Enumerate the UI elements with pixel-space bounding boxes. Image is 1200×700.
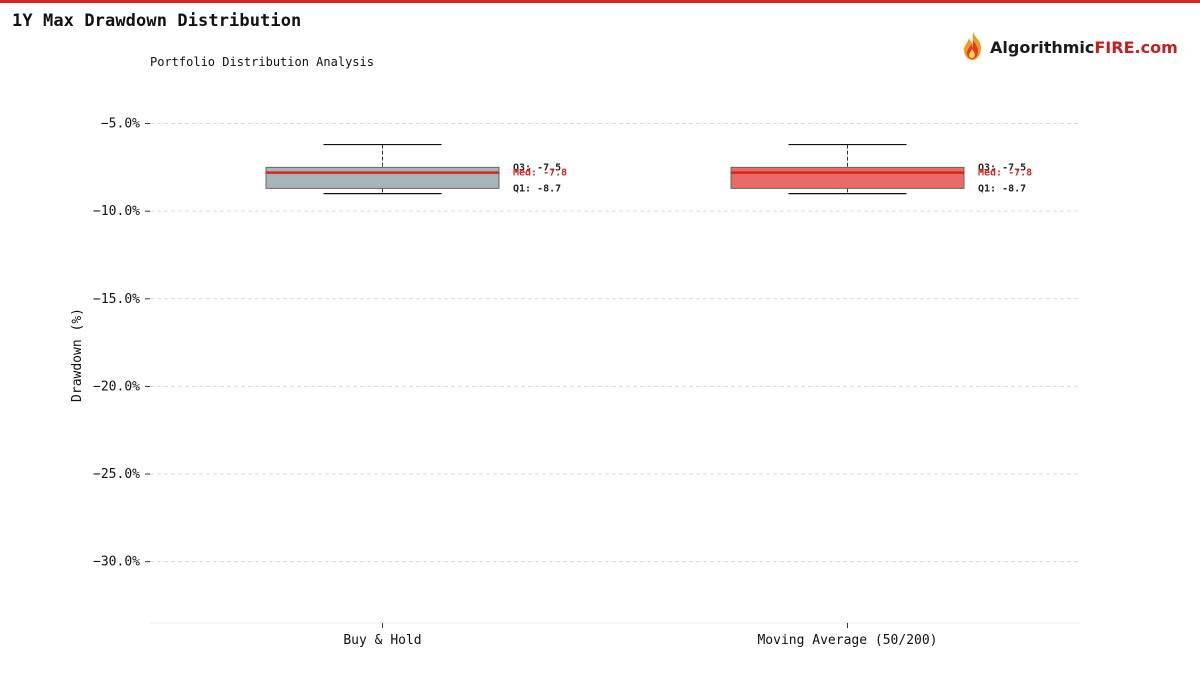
- iqr-box: [265, 166, 500, 189]
- y-tick-label: −25.0%: [93, 467, 140, 482]
- axes: −5.0% −10.0% −15.0% −20.0% −25.0% −30.0% Buy &…: [93, 117, 1080, 648]
- y-axis-label: Drawdown (%): [70, 308, 85, 402]
- y-tick-label: −20.0%: [93, 379, 140, 394]
- q1-label: Q1: -8.7: [513, 183, 561, 194]
- y-tick-label: −5.0%: [101, 117, 140, 132]
- y-tick-label: −30.0%: [93, 555, 140, 570]
- q3-label: Q3: -7.5: [513, 162, 561, 173]
- x-tick-label: Moving Average (50/200): [757, 633, 937, 648]
- iqr-box: [730, 166, 965, 189]
- logo-text-algorithmic: Algorithmic: [990, 37, 1095, 57]
- q1-label: Q1: -8.7: [978, 183, 1026, 194]
- top-accent-rule: [0, 0, 1200, 3]
- x-tick-label: Buy & Hold: [343, 633, 421, 648]
- median-label: Med: -7.8: [513, 168, 567, 179]
- chart-subtitle: Portfolio Distribution Analysis: [150, 55, 374, 69]
- flame-logo-icon: [964, 32, 981, 60]
- q3-label: Q3: -7.5: [978, 162, 1026, 173]
- y-tick-label: −10.0%: [93, 204, 140, 219]
- gridlines: [150, 123, 1080, 563]
- logo-text-fire: FIRE.com: [1094, 37, 1178, 57]
- chart-title: 1Y Max Drawdown Distribution: [12, 11, 302, 31]
- median-label: Med: -7.8: [978, 168, 1032, 179]
- brand-logo[interactable]: Algorithmic FIRE.com: [960, 30, 1178, 64]
- y-tick-label: −15.0%: [93, 292, 140, 307]
